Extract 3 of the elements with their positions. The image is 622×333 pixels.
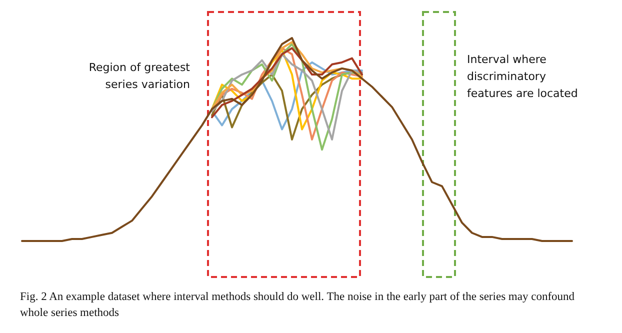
- annotation: Interval where discriminatory features are located: [467, 53, 578, 100]
- annotation: Region of greatest series variation: [88, 61, 191, 91]
- caption: Fig. 2 An example dataset where interval methods should do well. The noise in the early part of the series may confound whole series methods: [20, 291, 575, 319]
